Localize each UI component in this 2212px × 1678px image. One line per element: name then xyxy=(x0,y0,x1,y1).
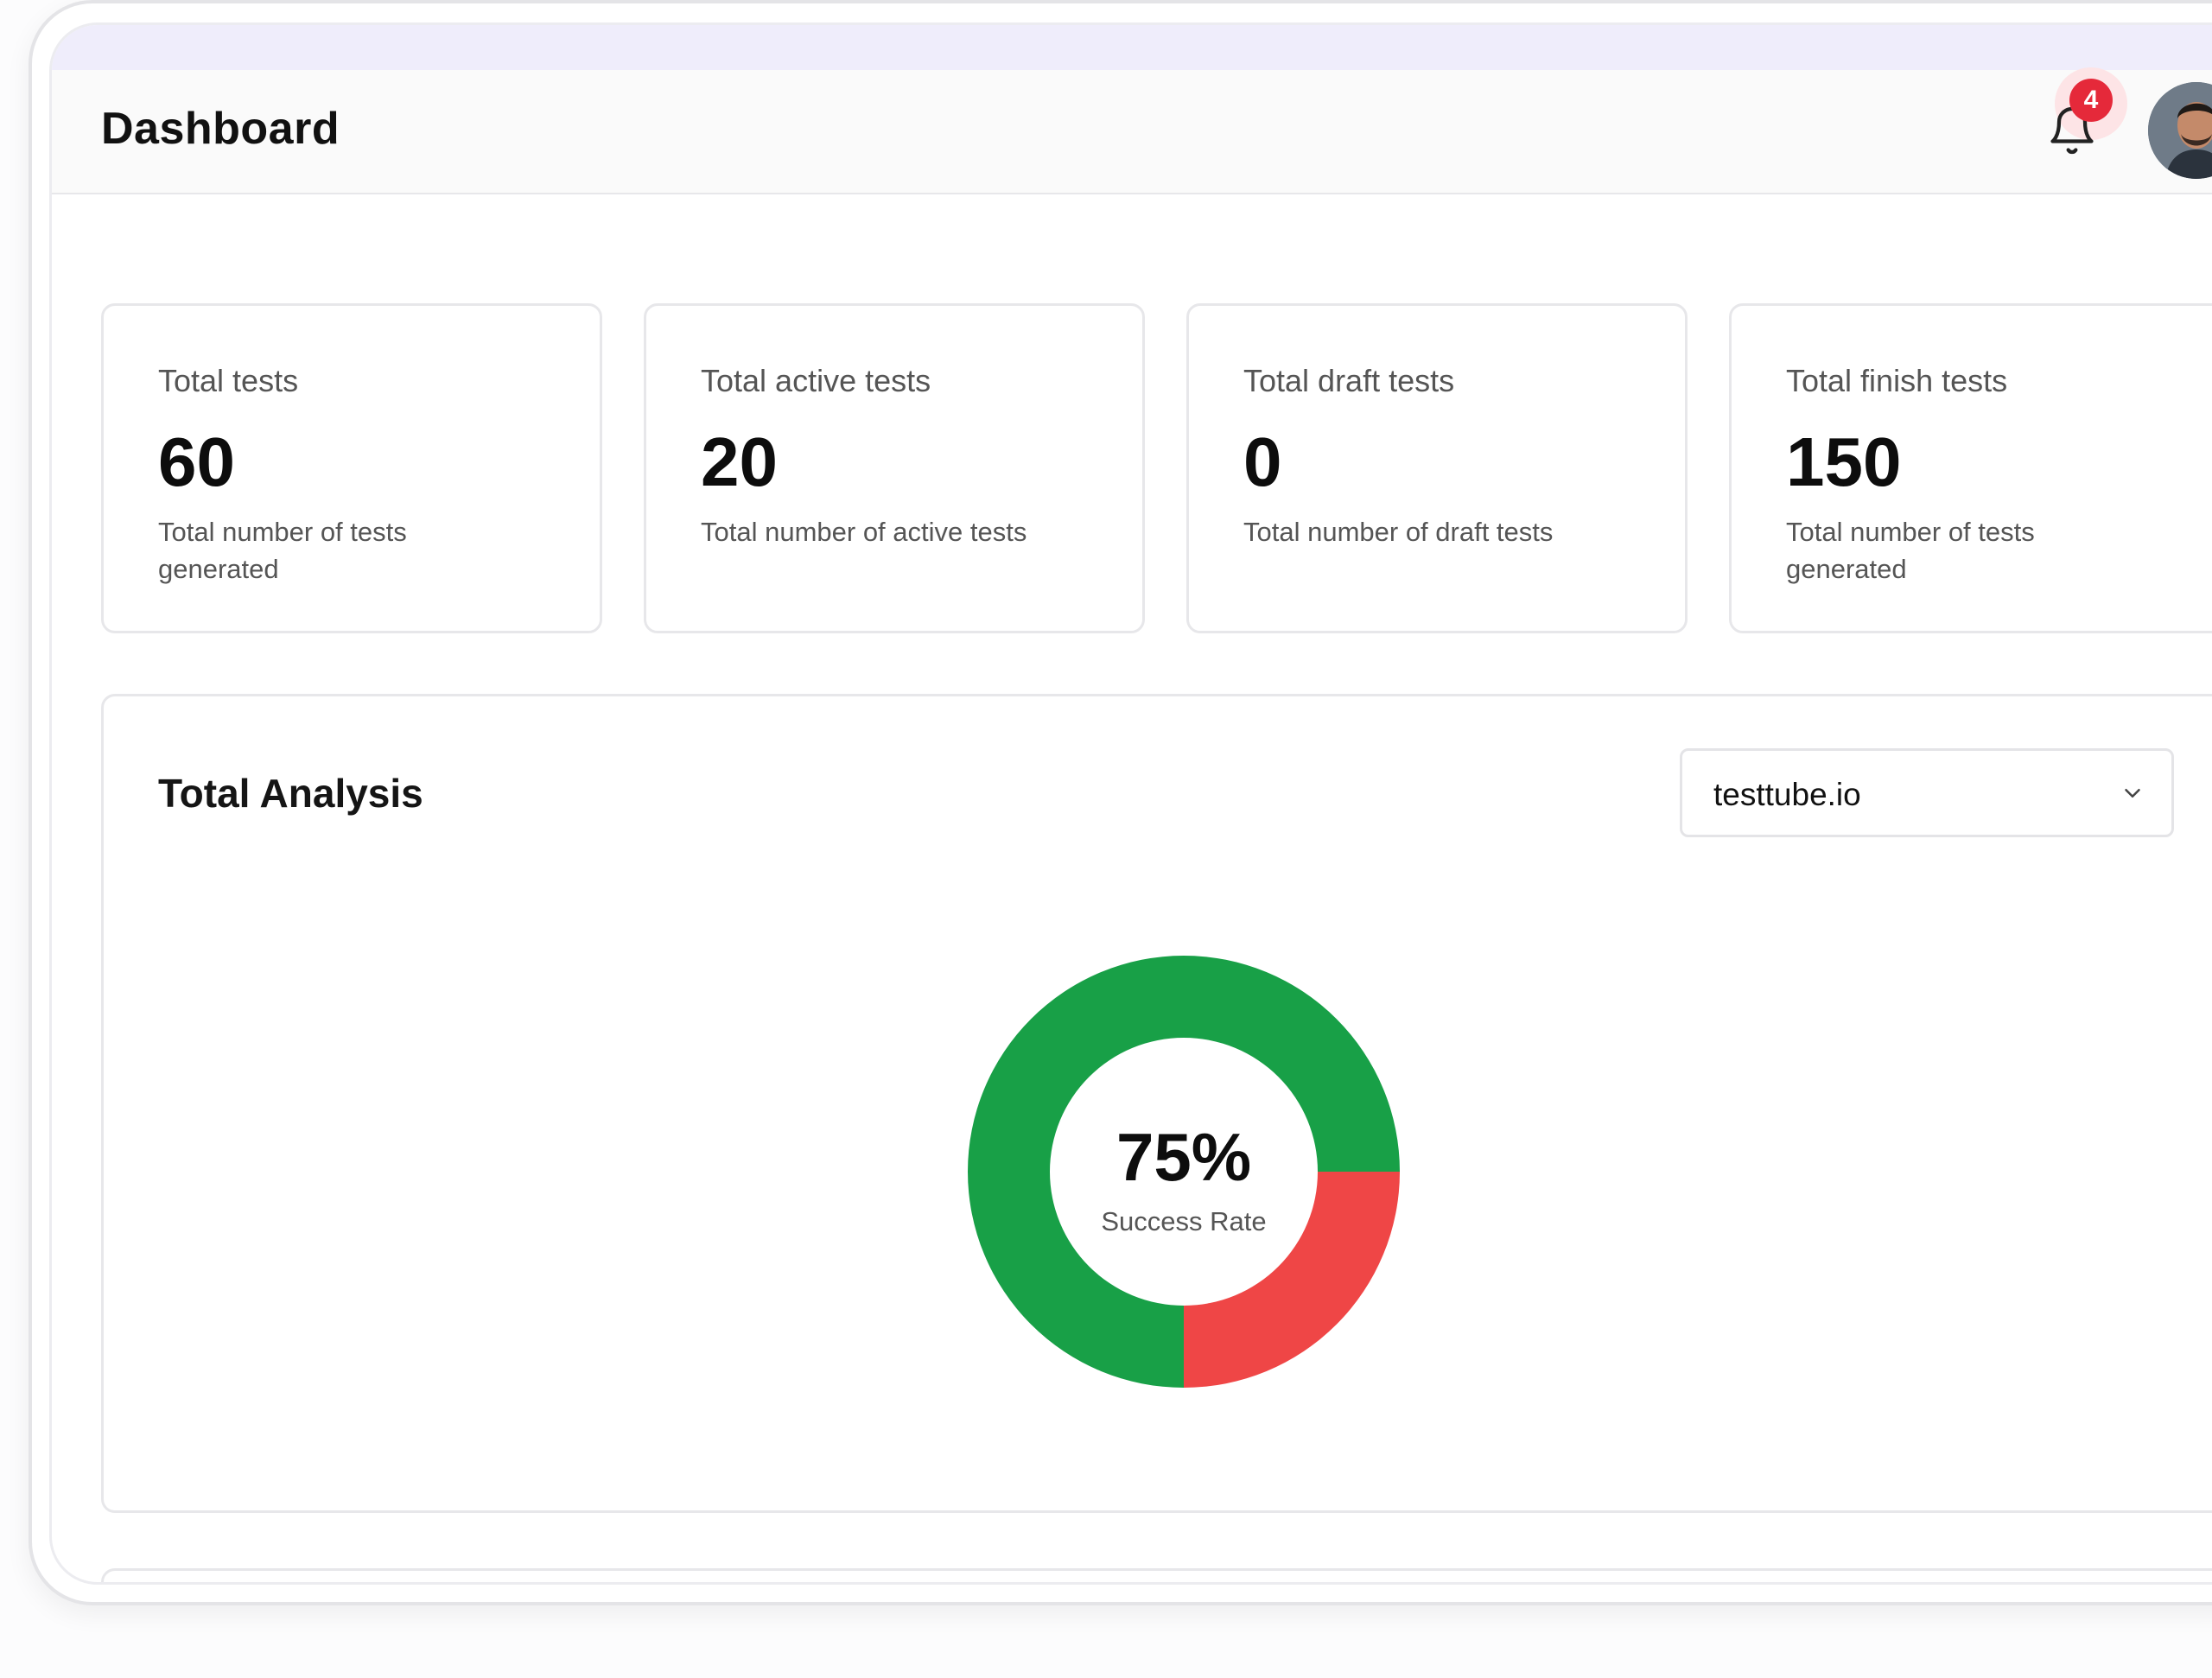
stat-card-draft-tests: Total draft tests 0 Total number of draf… xyxy=(1186,303,1688,633)
stat-card-total-tests: Total tests 60 Total number of tests gen… xyxy=(101,303,602,633)
user-avatar[interactable] xyxy=(2148,82,2212,179)
donut-slice-success xyxy=(968,956,1400,1388)
site-select[interactable]: testtube.io xyxy=(1680,748,2174,837)
stat-description: Total number of active tests xyxy=(701,517,1027,547)
page-title: Dashboard xyxy=(101,104,340,154)
success-rate-value: 75% xyxy=(1116,1119,1252,1195)
stat-card-finish-tests: Total finish tests 150 Total number of t… xyxy=(1729,303,2212,633)
donut-slice-failure xyxy=(1184,1172,1400,1388)
total-analysis-panel: Total Analysis testtube.io 75% Success R… xyxy=(101,694,2212,1513)
page-header: Dashboard 4 xyxy=(52,67,2212,194)
success-rate-label: Success Rate xyxy=(1101,1206,1267,1236)
analysis-title: Total Analysis xyxy=(158,771,423,816)
stat-description: Total number of tests generated xyxy=(1786,517,2035,584)
app-window: Dashboard 4 Total xyxy=(29,0,2212,1605)
avatar-image xyxy=(2148,82,2212,179)
stat-description: Total number of tests generated xyxy=(158,517,407,584)
top-strip xyxy=(52,25,2212,70)
stat-label: Total draft tests xyxy=(1243,363,1455,398)
stat-label: Total active tests xyxy=(701,363,931,398)
next-panel xyxy=(101,1568,2212,1582)
stat-card-active-tests: Total active tests 20 Total number of ac… xyxy=(644,303,1145,633)
stat-label: Total tests xyxy=(158,363,299,398)
chevron-down-icon xyxy=(2125,789,2140,798)
stat-value: 0 xyxy=(1243,423,1282,500)
stat-value: 150 xyxy=(1786,423,1902,500)
stat-description: Total number of draft tests xyxy=(1243,517,1554,547)
donut-center: 75% Success Rate xyxy=(968,956,1400,1388)
notification-count-badge: 4 xyxy=(2069,79,2113,122)
site-select-value: testtube.io xyxy=(1713,777,1861,812)
dashboard-screen: Dashboard 4 Total xyxy=(49,22,2212,1585)
stat-label: Total finish tests xyxy=(1786,363,2008,398)
success-rate-donut xyxy=(968,956,1400,1388)
stat-value: 20 xyxy=(701,423,778,500)
stat-value: 60 xyxy=(158,423,235,500)
